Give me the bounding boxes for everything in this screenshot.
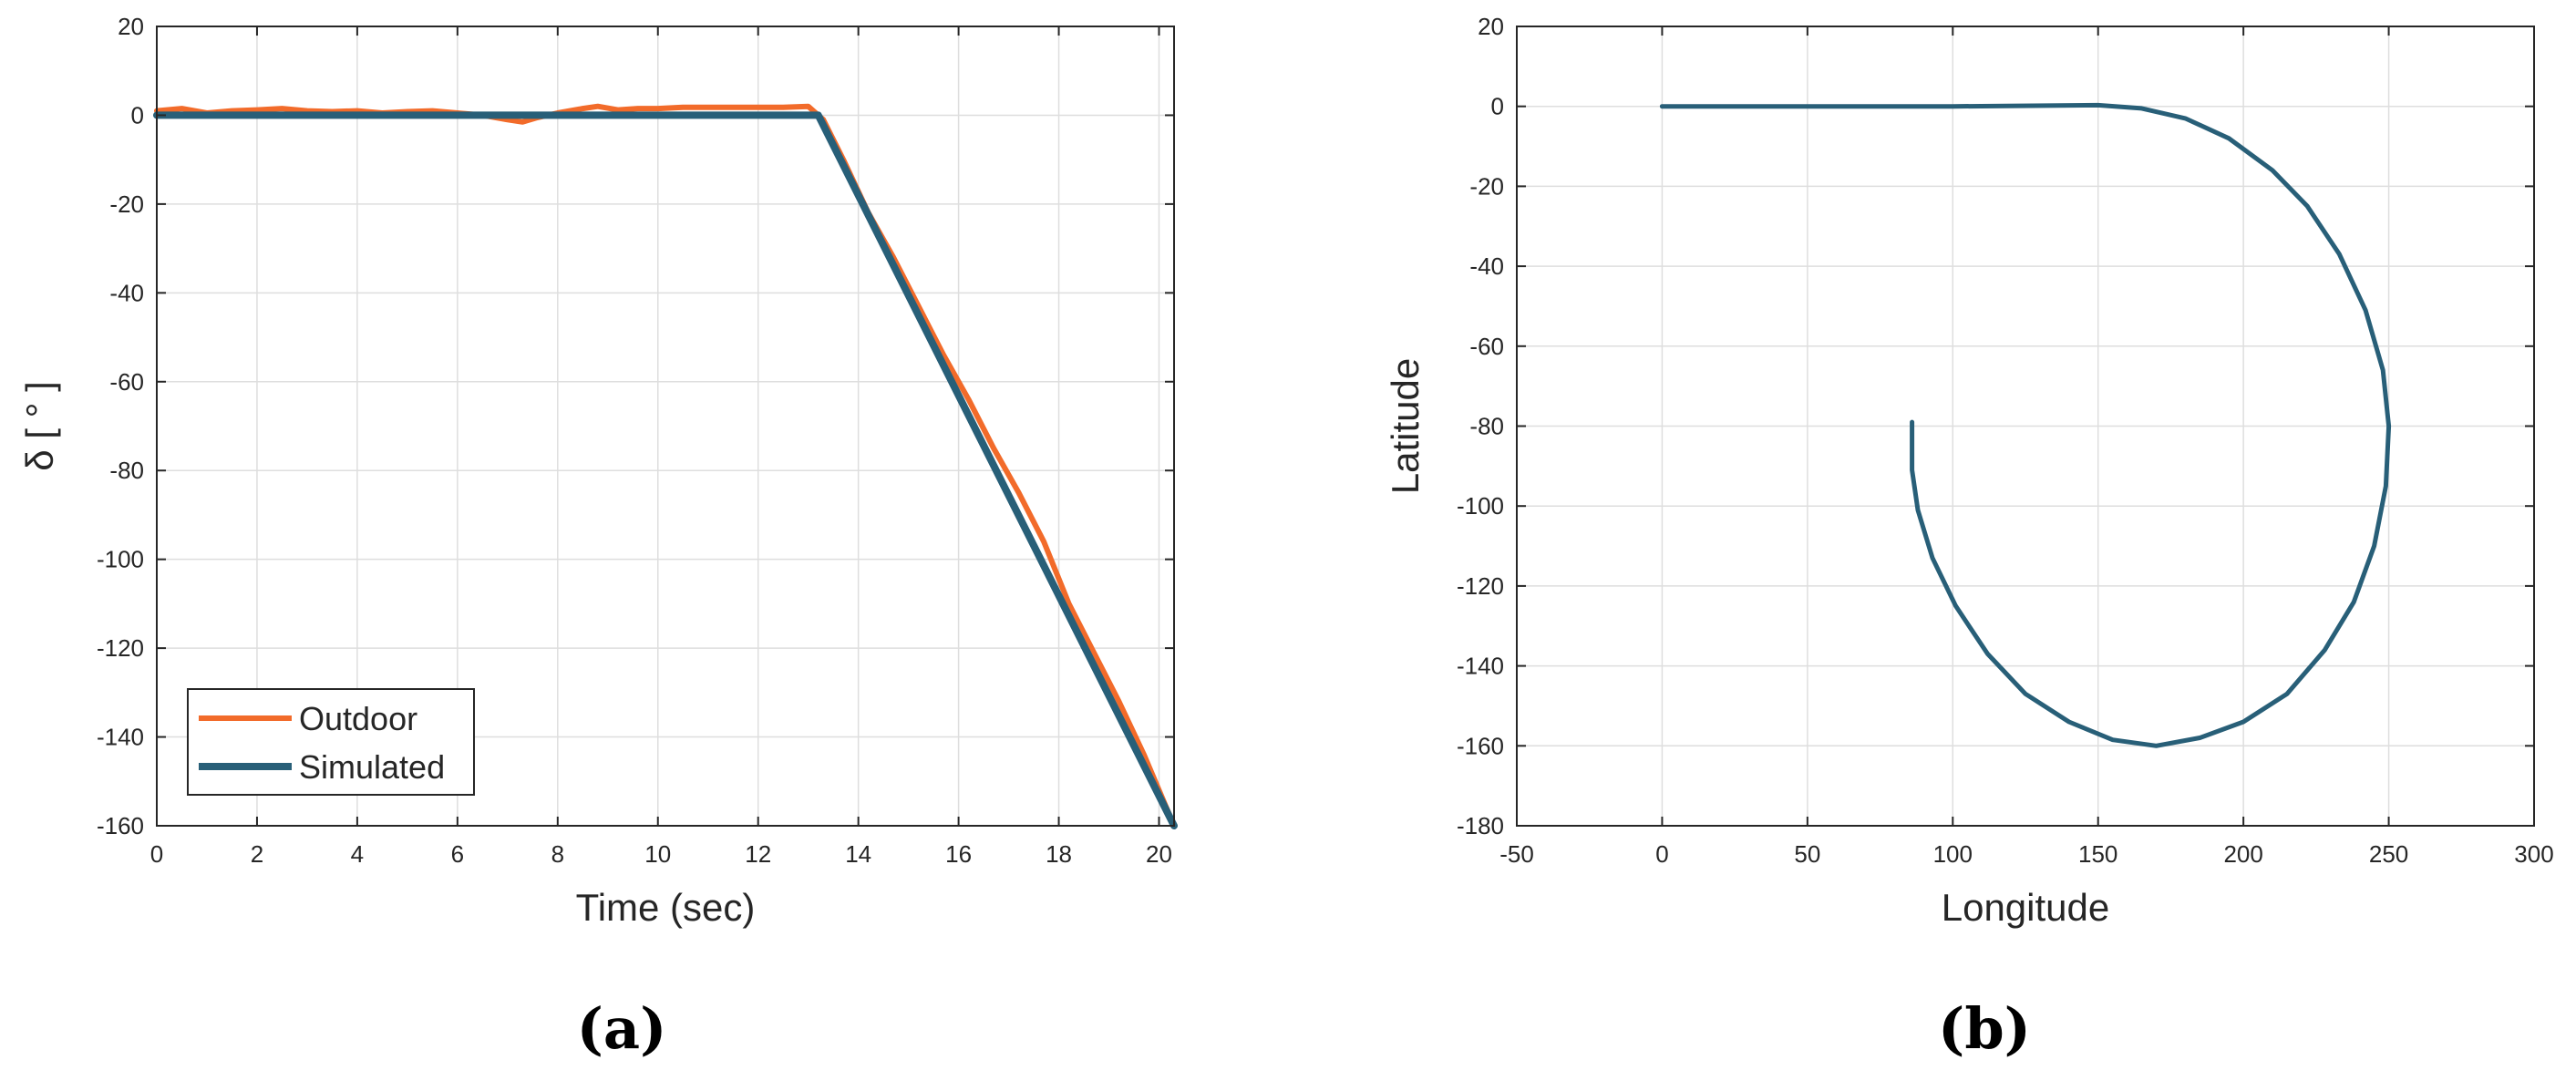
panel-label-b: (b) (1938, 995, 2031, 1062)
chart-a-x-tick-label: 0 (150, 840, 163, 868)
chart-a-y-tick-label: -80 (109, 457, 144, 484)
chart-a-y-tick-label: -60 (109, 368, 144, 396)
chart-b-x-tick-label: 0 (1655, 840, 1668, 868)
chart-b: -50 0 50 100 150 200 250 300200-20-40-60-80-100… (1384, 13, 2554, 929)
chart-b-x-axis-label: Longitude (1942, 886, 2110, 929)
chart-a-y-tick-label: -140 (97, 724, 144, 751)
chart-a-y-tick-label: -20 (109, 190, 144, 218)
legend-label-outdoor: Outdoor (299, 700, 417, 737)
chart-a-x-tick-label: 18 (1046, 840, 1072, 868)
chart-b-y-axis-label: Latitude (1384, 358, 1427, 494)
chart-b-x-tick-label: 300 (2514, 840, 2553, 868)
chart-b-x-tick-label: 50 (1794, 840, 1820, 868)
series-line-path-0 (1659, 102, 2392, 748)
chart-a-ticks: 0 2 4 6 8 10 12 14 16 18 20 20 0 -20 -40 -60 -80 -100 -120… (97, 13, 1174, 868)
chart-b-x-tick-label: 150 (2078, 840, 2117, 868)
chart-b-y-tick-label: -80 (1469, 413, 1504, 440)
legend-label-simulated: Simulated (299, 748, 445, 786)
chart-a-frame (156, 26, 1175, 827)
chart-a-y-tick-label: -100 (97, 546, 144, 573)
chart-b-y-tick-label: -20 (1469, 172, 1504, 200)
chart-a-series-group (153, 103, 1178, 829)
chart-b-y-tick-label: 20 (1478, 13, 1504, 40)
chart-a-y-tick-label: 0 (131, 101, 144, 129)
chart-a-x-tick-label: 12 (745, 840, 771, 868)
chart-b-x-tick-label: -50 (1499, 840, 1534, 868)
chart-b-y-tick-label: -40 (1469, 252, 1504, 280)
chart-a-x-tick-label: 8 (551, 840, 564, 868)
chart-a-x-tick-label: 16 (945, 840, 972, 868)
chart-a-y-tick-label: -120 (97, 634, 144, 662)
chart-a-y-tick-label: -40 (109, 279, 144, 306)
chart-b-y-tick-label: -160 (1457, 732, 1504, 759)
chart-a-y-tick-label: -160 (97, 812, 144, 839)
chart-a-x-axis-label: Time (sec) (576, 886, 756, 929)
chart-a-x-tick-label: 14 (845, 840, 871, 868)
chart-b-x-tick-label: 100 (1933, 840, 1973, 868)
chart-a-legend: Outdoor Simulated (187, 688, 475, 796)
chart-b-y-tick-label: -60 (1469, 333, 1504, 360)
chart-a-x-tick-label: 2 (251, 840, 263, 868)
chart-b-x-tick-label: 200 (2223, 840, 2262, 868)
series-line-outdoor (154, 103, 1177, 829)
chart-a-legend-box (187, 688, 475, 796)
chart-b-series-group (1659, 102, 2392, 748)
chart-a-x-tick-label: 6 (451, 840, 464, 868)
chart-b-y-tick-label: -180 (1457, 812, 1504, 839)
chart-a-x-tick-label: 10 (644, 840, 671, 868)
chart-a-x-tick-label: 20 (1146, 840, 1172, 868)
chart-b-ticks: -50 0 50 100 150 200 250 300200-20-40-60-80-100… (1457, 13, 2554, 868)
chart-b-y-tick-label: -120 (1457, 572, 1504, 600)
chart-b-y-tick-label: -100 (1457, 492, 1504, 520)
series-line-simulated (153, 111, 1178, 829)
panel-label-a: (a) (577, 995, 667, 1062)
chart-a-x-tick-label: 4 (351, 840, 364, 868)
chart-a-y-tick-label: 20 (118, 13, 144, 40)
chart-a: 0 2 4 6 8 10 12 14 16 18 20 20 0 -20 -40 -60 -80 -100 -120… (18, 13, 1178, 929)
chart-b-y-tick-label: 0 (1491, 93, 1504, 120)
chart-b-y-tick-label: -140 (1457, 653, 1504, 680)
chart-b-x-tick-label: 250 (2369, 840, 2408, 868)
chart-b-grid (1516, 26, 2535, 827)
chart-a-y-axis-label: δ [ ° ] (18, 381, 61, 471)
